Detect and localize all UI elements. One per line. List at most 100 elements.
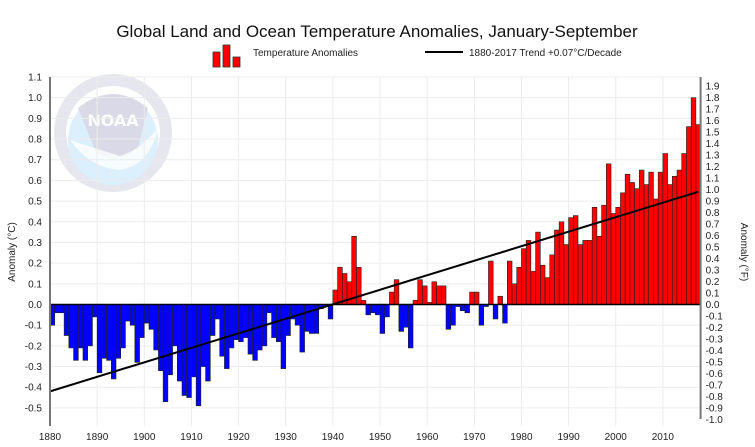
bars xyxy=(49,97,701,407)
bar-1980 xyxy=(521,248,527,305)
legend-trend-label: 1880-2017 Trend +0.07°C/Decade xyxy=(469,48,622,59)
y-tick-right: -0.6 xyxy=(706,369,724,380)
bar-2013 xyxy=(676,169,683,305)
bar-1952 xyxy=(389,291,395,305)
bar-1886 xyxy=(77,304,84,349)
bar-1951 xyxy=(384,304,390,318)
axes xyxy=(49,77,702,426)
bar-1901 xyxy=(148,304,155,330)
y-axis-label-left: Anomaly (°C) xyxy=(7,222,18,282)
bar-1916 xyxy=(219,304,225,357)
noaa-logo-watermark: NOAA xyxy=(54,74,172,192)
bar-1985 xyxy=(544,277,551,305)
bar-1934 xyxy=(304,304,310,332)
bar-1963 xyxy=(441,285,447,305)
bar-1982 xyxy=(530,271,536,305)
y-tick-right: 1.4 xyxy=(706,139,720,150)
bar-1890 xyxy=(96,304,103,374)
y-tick-right: -0.1 xyxy=(706,311,724,322)
bar-1928 xyxy=(275,304,282,343)
bar-1905 xyxy=(167,304,173,376)
bar-2007 xyxy=(648,171,654,305)
bar-1914 xyxy=(209,304,216,336)
y-tick-right: -0.9 xyxy=(706,403,724,414)
bar-1969 xyxy=(469,291,475,305)
x-tick: 1890 xyxy=(86,432,109,443)
bar-1930 xyxy=(285,304,291,336)
bar-1971 xyxy=(478,304,485,326)
bar-1994 xyxy=(587,240,593,305)
trend-line xyxy=(49,190,699,393)
bar-1967 xyxy=(459,304,466,312)
bar-1929 xyxy=(280,304,287,369)
bar-1906 xyxy=(172,304,178,347)
y-tick-right: 0.5 xyxy=(706,243,720,254)
bar-1902 xyxy=(153,304,159,351)
legend-bars-swatch xyxy=(212,44,241,68)
bar-1894 xyxy=(115,304,122,359)
bar-1987 xyxy=(554,229,560,305)
bar-1918 xyxy=(228,304,235,349)
y-tick-left: 0.5 xyxy=(28,197,42,208)
bar-1955 xyxy=(403,304,409,328)
y-tick-right: 1.5 xyxy=(706,128,720,139)
x-tick: 1940 xyxy=(322,432,345,443)
bar-2002 xyxy=(624,173,631,305)
bar-1911 xyxy=(195,304,202,407)
bar-1975 xyxy=(497,295,503,305)
bar-1884 xyxy=(68,304,74,349)
bar-1968 xyxy=(464,304,470,314)
bar-1959 xyxy=(422,285,428,305)
bar-1895 xyxy=(120,304,126,349)
bar-1892 xyxy=(106,304,112,361)
y-tick-left: 0.4 xyxy=(28,217,42,228)
bar-1981 xyxy=(525,240,532,305)
bar-1977 xyxy=(507,260,513,305)
bar-1976 xyxy=(502,304,508,324)
y-tick-left: 0.2 xyxy=(28,259,42,270)
x-tick: 1920 xyxy=(227,432,250,443)
bar-2015 xyxy=(686,126,692,305)
bar-1882 xyxy=(59,304,65,314)
bar-1995 xyxy=(591,206,598,305)
svg-text:NOAA: NOAA xyxy=(87,111,139,130)
y-tick-right: 0.7 xyxy=(706,220,720,231)
x-tick: 1980 xyxy=(510,432,533,443)
bar-1885 xyxy=(73,304,79,361)
y-tick-left: 0.7 xyxy=(28,155,42,166)
bar-1986 xyxy=(549,254,555,305)
y-tick-right: 1.6 xyxy=(706,116,720,127)
legend-bars-label: Temperature Anomalies xyxy=(253,48,358,59)
y-tick-left: 1.1 xyxy=(28,73,42,84)
y-tick-right: -0.7 xyxy=(706,380,724,391)
legend: Temperature Anomalies 1880-2017 Trend +0… xyxy=(212,44,622,68)
y-tick-right: 1.8 xyxy=(706,93,720,104)
bar-1883 xyxy=(63,304,70,336)
x-tick: 1910 xyxy=(180,432,203,443)
bar-2000 xyxy=(615,206,621,305)
bar-2003 xyxy=(629,182,635,305)
y-tick-left: 1.0 xyxy=(28,93,42,104)
y-tick-left: -0.3 xyxy=(25,362,43,373)
y-tick-left: 0.9 xyxy=(28,114,42,125)
x-tick: 1930 xyxy=(275,432,298,443)
y-tick-right: 1.0 xyxy=(706,185,720,196)
y-tick-left: -0.2 xyxy=(25,341,43,352)
bar-1899 xyxy=(139,304,145,338)
tick-labels: 1.11.00.90.80.70.60.50.40.30.20.10.0-0.1… xyxy=(25,73,724,444)
bar-1962 xyxy=(436,285,442,305)
bar-2008 xyxy=(653,198,659,305)
y-tick-right: -0.4 xyxy=(706,346,724,357)
bar-1958 xyxy=(417,279,423,305)
bar-1992 xyxy=(577,244,584,305)
bar-1970 xyxy=(474,291,480,305)
bar-2014 xyxy=(681,153,687,305)
bar-1948 xyxy=(370,304,376,314)
y-tick-right: 1.2 xyxy=(706,162,720,173)
x-tick: 1880 xyxy=(39,432,62,443)
y-tick-left: 0.1 xyxy=(28,279,42,290)
bar-1993 xyxy=(582,240,588,305)
y-tick-left: -0.4 xyxy=(25,383,43,394)
y-tick-right: 0.4 xyxy=(706,254,720,265)
